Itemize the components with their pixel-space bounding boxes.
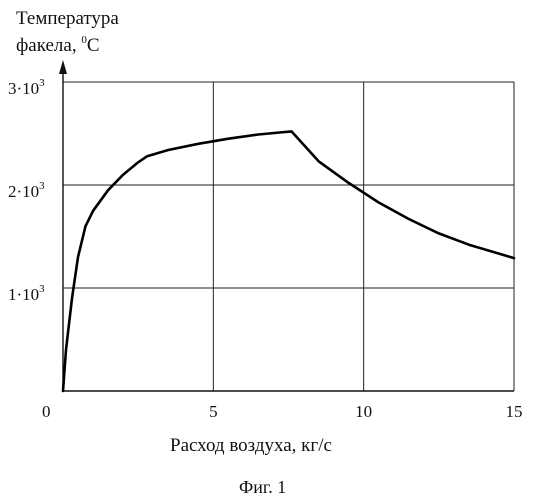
- x-tick-label-10: 10: [355, 403, 372, 420]
- y-tick-label-1000: 1·103: [8, 286, 45, 303]
- x-tick-label-5: 5: [209, 403, 218, 420]
- y-tick-label-2000: 2·103: [8, 183, 45, 200]
- y-tick-exponent: 3: [39, 77, 45, 89]
- y-tick-exponent: 3: [39, 180, 45, 192]
- series-line-0: [63, 131, 514, 391]
- y-tick-label-3000: 3·103: [8, 80, 45, 97]
- y-axis-arrow: [59, 60, 67, 74]
- y-tick-base: 1·10: [8, 285, 39, 304]
- figure-caption: Фиг. 1: [239, 478, 286, 496]
- y-tick-exponent: 3: [39, 283, 45, 295]
- y-tick-base: 3·10: [8, 79, 39, 98]
- x-tick-label-15: 15: [506, 403, 523, 420]
- x-axis-label: Расход воздуха, кг/с: [170, 436, 332, 455]
- y-tick-base: 2·10: [8, 182, 39, 201]
- x-tick-label-0: 0: [42, 403, 51, 420]
